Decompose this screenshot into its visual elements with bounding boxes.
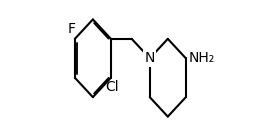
Text: Cl: Cl — [105, 80, 119, 94]
Text: F: F — [68, 22, 75, 36]
Text: NH₂: NH₂ — [189, 51, 215, 65]
Text: N: N — [144, 51, 155, 65]
